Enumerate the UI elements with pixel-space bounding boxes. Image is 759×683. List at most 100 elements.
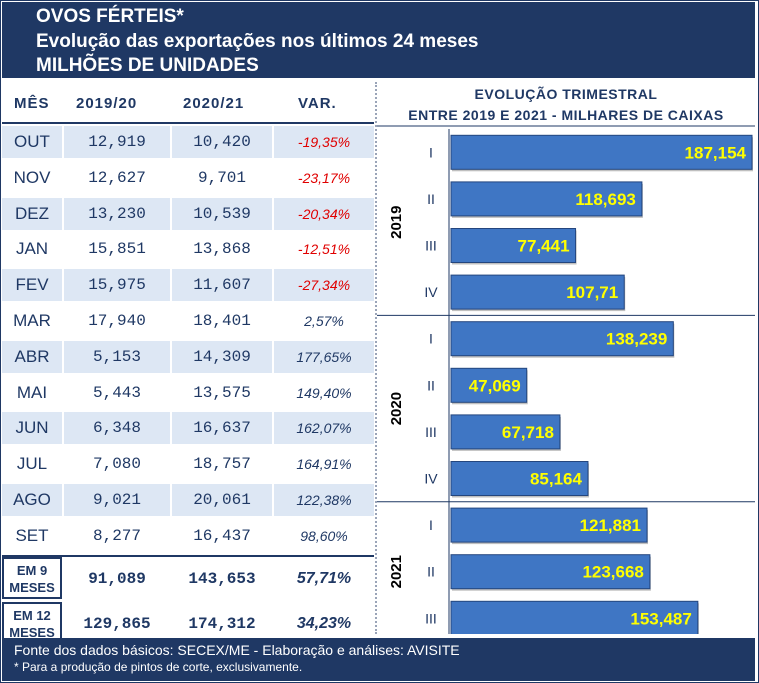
footer: Fonte dos dados básicos: SECEX/ME - Elab…: [2, 638, 755, 681]
table-row: SET 8,277 16,437 98,60%: [2, 519, 374, 553]
value-2019-20-cell: 6,348: [64, 412, 170, 445]
bar: [450, 181, 643, 217]
col-header-var: VAR.: [298, 95, 337, 112]
value-2020-21-cell: 9,701: [197, 168, 246, 187]
total-2020-21-cell: 143,653: [188, 569, 256, 588]
month-cell: MAI: [16, 382, 48, 402]
table-row: OUT 12,919 10,420 -19,35%: [2, 125, 374, 159]
totals-label-line-1: EM 12: [13, 607, 51, 623]
month-cell: SET: [15, 525, 49, 545]
month-cell: JAN: [15, 239, 49, 259]
value-2020-21-cell: 10,420: [172, 126, 272, 158]
year-group-label: 2021: [388, 555, 405, 588]
quarter-tick-label: III: [425, 610, 437, 626]
col-header-2019-20: 2019/20: [76, 95, 138, 112]
value-2020-21-cell: 16,437: [193, 526, 251, 545]
variation-cell: -20,34%: [274, 197, 374, 230]
bar-data-label: 47,069: [469, 376, 521, 395]
month-cell: NOV: [13, 167, 51, 187]
totals-label-box: EM 9 MESES: [2, 556, 62, 599]
value-2020-21-cell: 10,539: [172, 197, 272, 230]
bar-data-label: 77,441: [518, 237, 570, 256]
table-row: AGO 9,021 20,061 122,38%: [2, 483, 374, 517]
bar-data-label: 153,487: [630, 609, 691, 628]
value-2019-20-cell: 5,153: [64, 340, 170, 373]
table-row: JUL 7,080 18,757 164,91%: [2, 447, 374, 481]
month-cell: OUT: [2, 126, 62, 158]
variation-cell: 164,91%: [296, 456, 352, 473]
year-group-label: 2020: [388, 392, 405, 425]
bar-data-label: 138,239: [606, 330, 667, 349]
bar: [450, 600, 699, 634]
title-line-2: Evolução das exportações nos últimos 24 …: [36, 31, 479, 52]
row-divider: [2, 554, 374, 557]
quarter-tick-label: IV: [424, 284, 438, 300]
variation-cell: -27,34%: [274, 269, 374, 302]
table-row: MAR 17,940 18,401 2,57%: [2, 304, 374, 338]
value-2019-20-cell: 15,975: [64, 269, 170, 302]
table-row: JUN 6,348 16,637 162,07%: [2, 411, 374, 445]
total-variation-cell: 34,23%: [296, 614, 352, 632]
total-2019-20-cell: 91,089: [88, 569, 146, 588]
source-note: Fonte dos dados básicos: SECEX/ME - Elab…: [14, 642, 460, 658]
bar: [450, 134, 753, 170]
month-cell: JUN: [2, 412, 62, 445]
value-2020-21-cell: 18,757: [193, 455, 251, 474]
variation-cell: 177,65%: [274, 340, 374, 373]
month-cell: FEV: [2, 269, 62, 302]
quarter-tick-label: I: [429, 331, 433, 347]
bar: [450, 228, 577, 263]
variation-cell: -19,35%: [274, 126, 374, 158]
quarter-tick-label: III: [425, 238, 437, 254]
bar-data-label: 118,693: [575, 190, 636, 209]
row-divider: [2, 122, 374, 124]
quarter-tick-label: I: [429, 517, 433, 533]
footnote: * Para a produção de pintos de corte, ex…: [14, 660, 303, 674]
bar: [450, 321, 674, 357]
bar-data-label: 123,668: [582, 563, 643, 582]
variation-cell: -12,51%: [297, 241, 351, 258]
value-2019-20-cell: 5,443: [92, 383, 141, 402]
totals-row: EM 12 MESES 129,865 174,312 34,23%: [2, 601, 374, 646]
value-2020-21-cell: 13,575: [193, 383, 251, 402]
total-2019-20-cell: 129,865: [83, 614, 151, 633]
quarter-tick-label: IV: [424, 471, 438, 487]
bar: [450, 367, 528, 403]
value-2019-20-cell: 7,080: [92, 455, 141, 474]
table-row: JAN 15,851 13,868 -12,51%: [2, 232, 374, 266]
variation-cell: -23,17%: [297, 169, 351, 186]
bar: [450, 507, 648, 543]
bar: [450, 554, 651, 590]
value-2020-21-cell: 16,637: [172, 412, 272, 445]
bar-data-label: 121,881: [580, 516, 641, 535]
title-banner: OVOS FÉRTEIS* Evolução das exportações n…: [2, 2, 755, 78]
bar: [450, 461, 589, 496]
bar-data-label: 107,71: [566, 283, 618, 302]
variation-cell: 122,38%: [274, 484, 374, 516]
month-cell: AGO: [2, 484, 62, 516]
value-2020-21-cell: 18,401: [193, 312, 251, 330]
variation-cell: 2,57%: [304, 313, 344, 329]
quarter-tick-label: II: [427, 377, 435, 393]
value-2020-21-cell: 14,309: [172, 340, 272, 373]
value-2020-21-cell: 11,607: [172, 269, 272, 302]
month-cell: DEZ: [2, 197, 62, 230]
bar: [450, 274, 625, 310]
panel-divider: [375, 82, 377, 634]
bar-data-label: 67,718: [502, 423, 554, 442]
bar: [450, 414, 561, 450]
table-row: DEZ 13,230 10,539 -20,34%: [2, 197, 374, 231]
total-2020-21-cell: 174,312: [188, 614, 256, 633]
col-header-2020-21: 2020/21: [183, 95, 245, 112]
totals-label-line-2: MESES: [9, 624, 55, 640]
variation-cell: 98,60%: [300, 527, 348, 544]
bar-data-label: 187,154: [685, 143, 747, 162]
value-2019-20-cell: 13,230: [64, 197, 170, 230]
value-2020-21-cell: 13,868: [193, 240, 251, 259]
month-cell: JUL: [16, 454, 48, 474]
value-2019-20-cell: 9,021: [64, 484, 170, 516]
quarterly-bar-chart: 187,154 I 118,693 II 77,441 III 107,71 IV 2019 13…: [377, 125, 755, 634]
table-row: ABR 5,153 14,309 177,65%: [2, 340, 374, 374]
year-group-label: 2019: [388, 206, 405, 239]
chart-subtitle: ENTRE 2019 E 2021 - MILHARES DE CAIXAS: [408, 107, 724, 123]
